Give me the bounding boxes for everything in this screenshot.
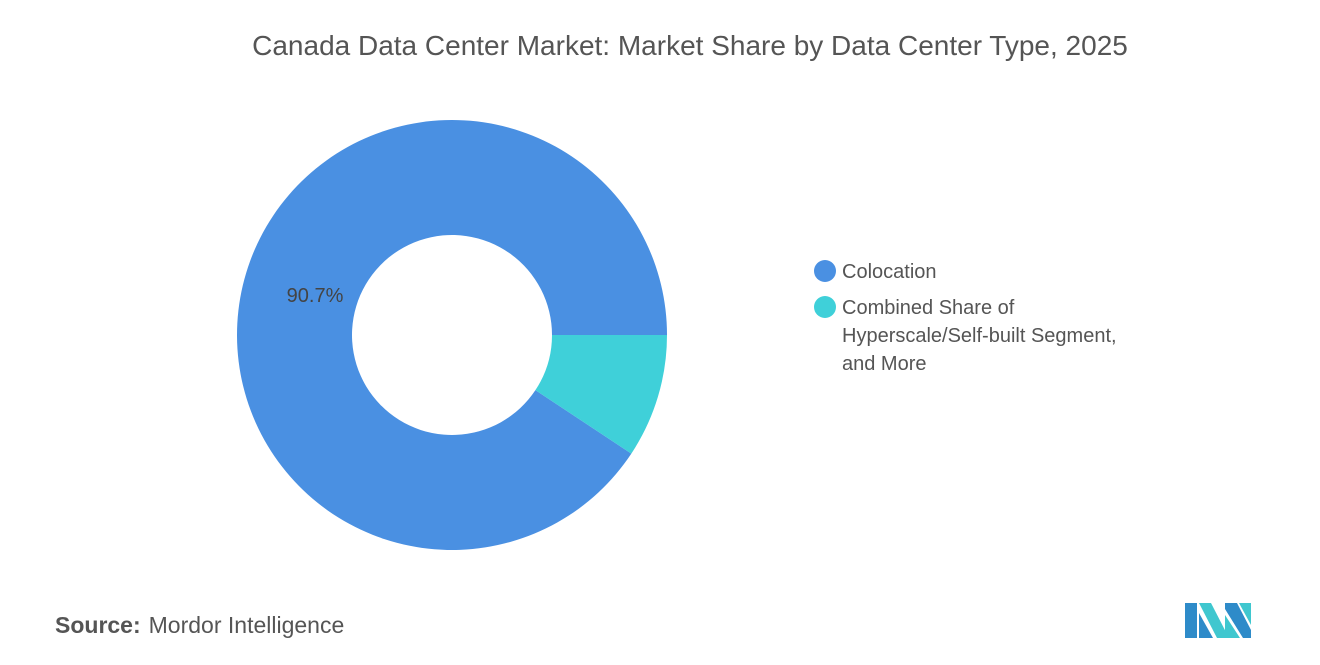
source-note: Source: Mordor Intelligence [55,612,344,639]
legend: Colocation Combined Share of Hyperscale/… [814,258,1154,386]
mordor-logo [1185,603,1251,638]
donut-chart: 90.7% [237,119,667,550]
legend-item-hyperscale[interactable]: Combined Share of Hyperscale/Self-built … [814,294,1154,378]
slice-hyperscale[interactable] [535,335,667,454]
legend-swatch [814,296,836,318]
data-label-colocation: 90.7% [287,285,344,307]
source-text: Mordor Intelligence [148,612,345,638]
slice-colocation[interactable] [237,119,667,550]
legend-swatch [814,260,836,282]
legend-label: Combined Share of Hyperscale/Self-built … [842,297,1117,375]
chart-title: Canada Data Center Market: Market Share … [252,30,1128,61]
source-label: Source: [55,612,141,638]
legend-label: Colocation [842,261,937,283]
legend-item-colocation[interactable]: Colocation [814,258,1154,286]
